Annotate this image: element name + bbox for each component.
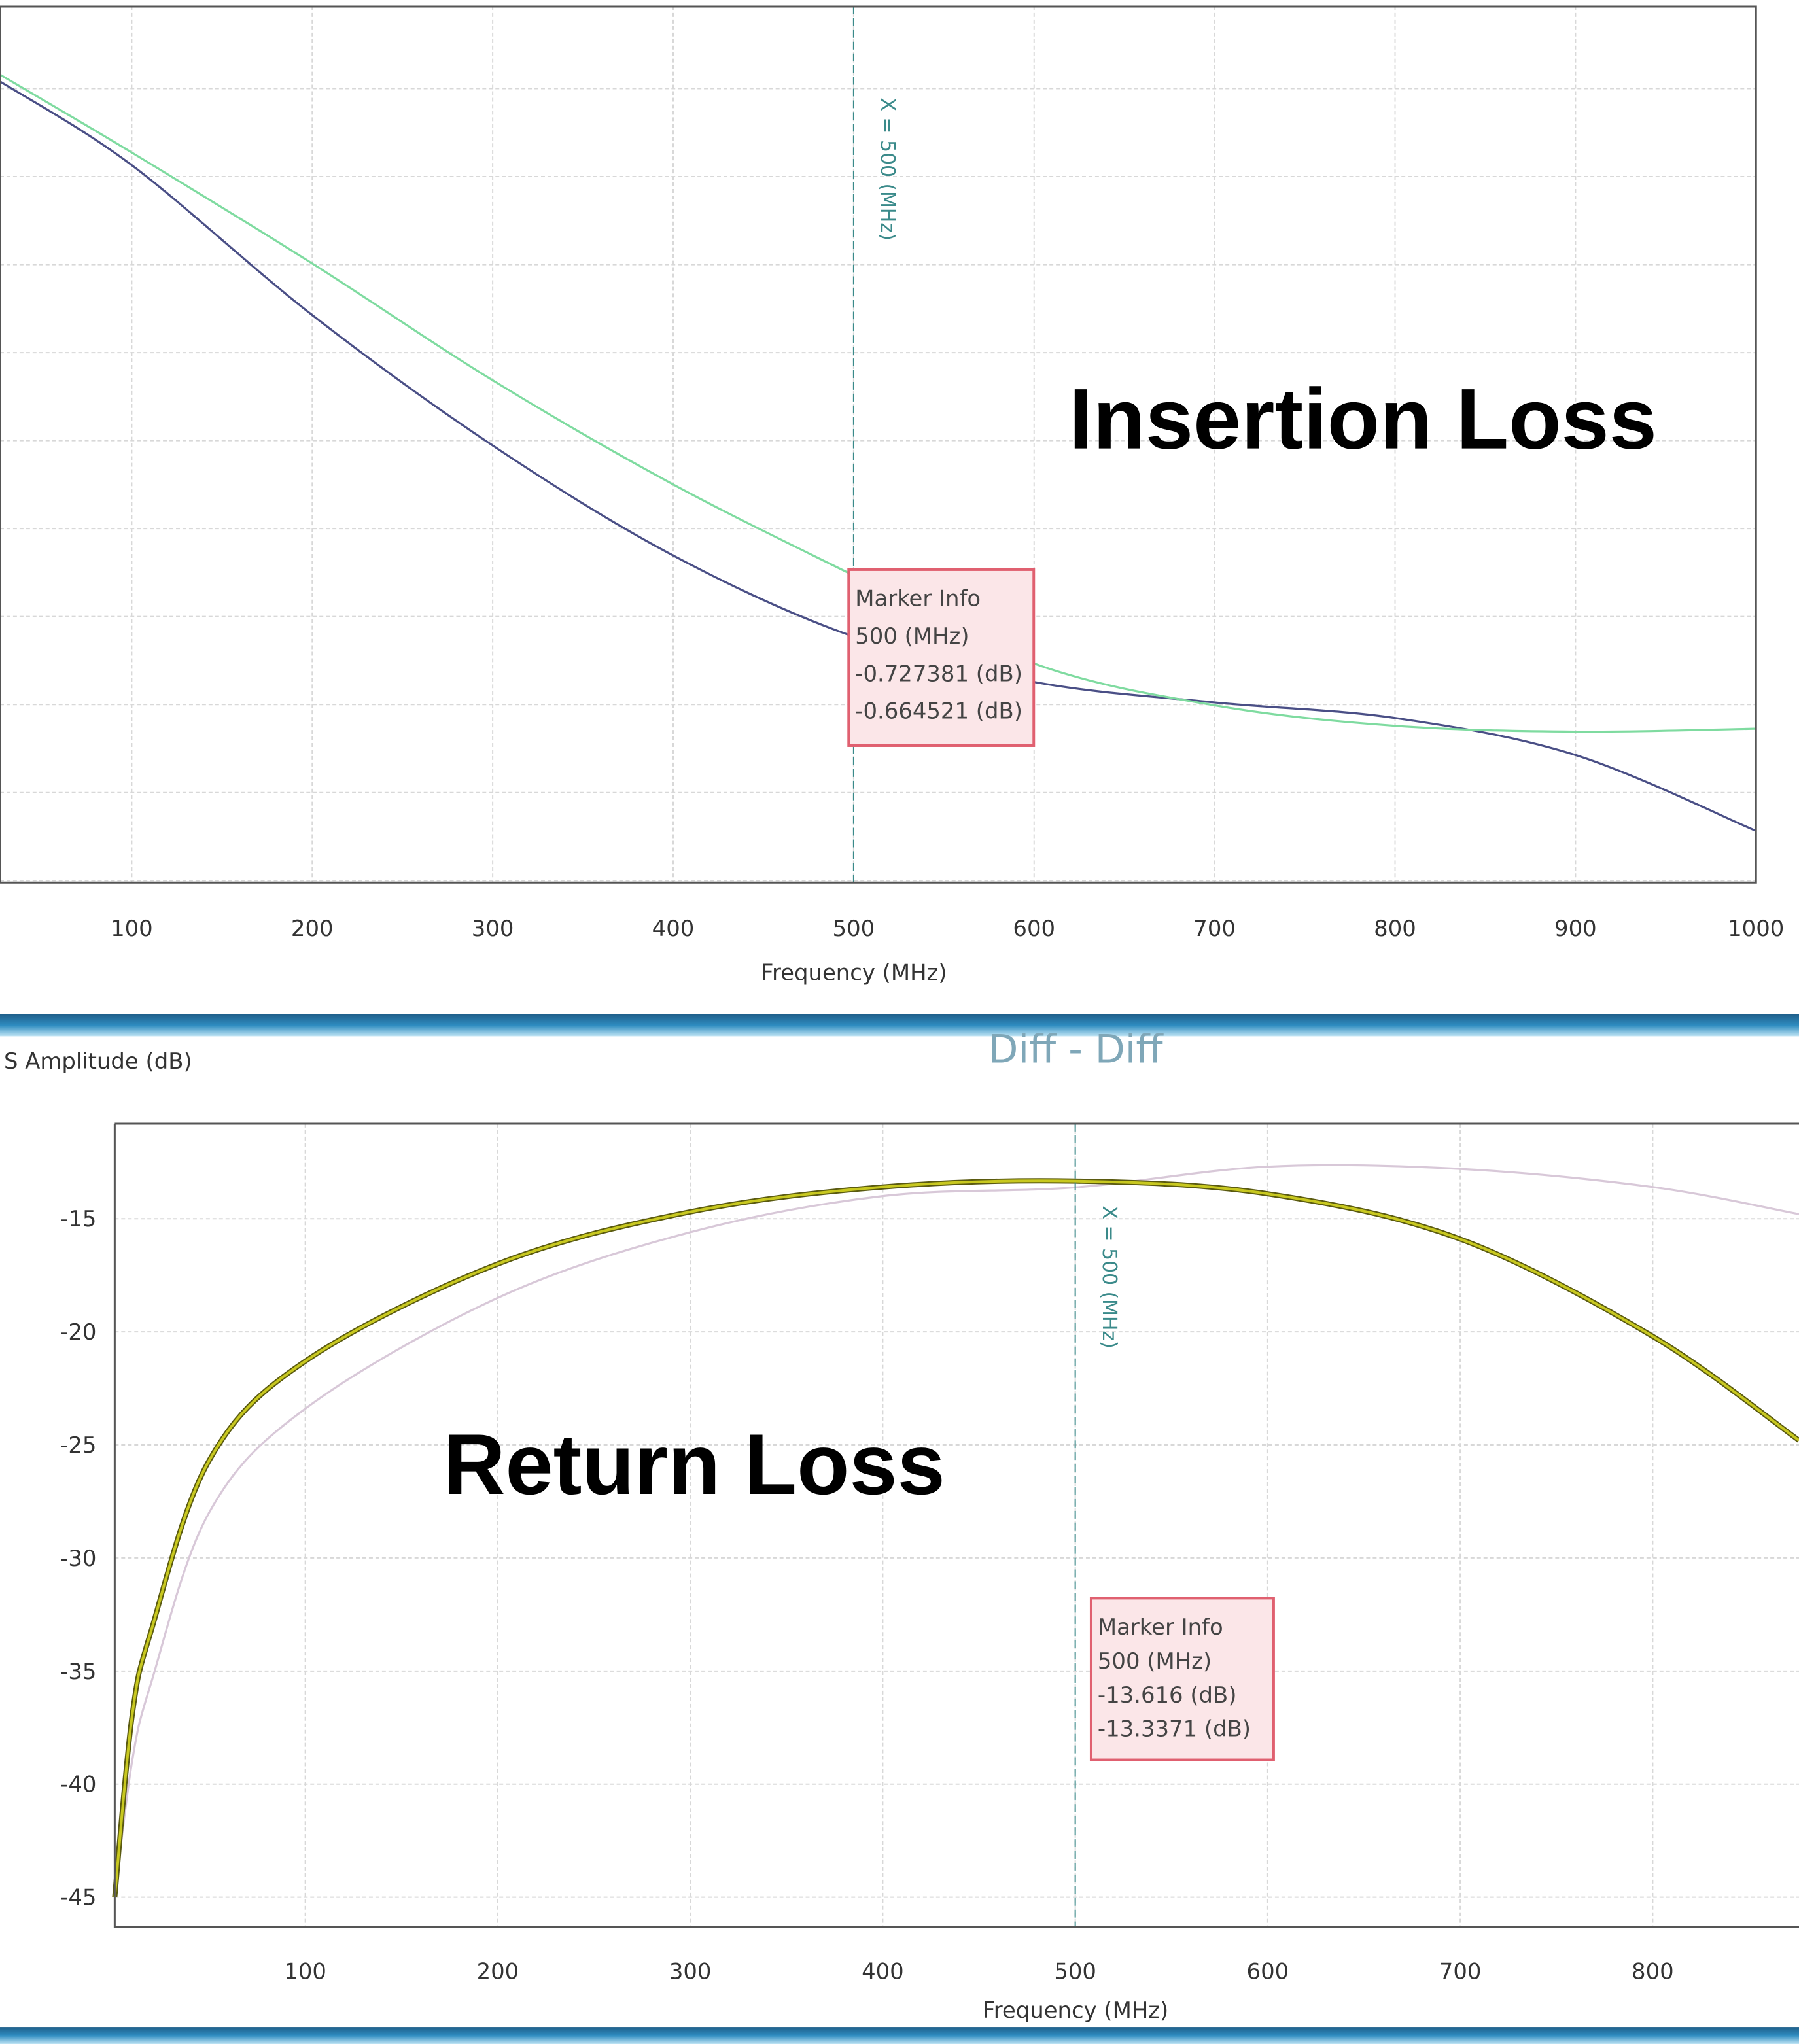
marker-info-line: Marker Info: [855, 586, 981, 612]
y-tick-label: -35: [60, 1659, 96, 1684]
x-axis-label: Frequency (MHz): [761, 960, 947, 986]
marker-info-box: [1089, 1597, 1275, 1761]
marker-info-line: -13.616 (dB): [1098, 1682, 1237, 1708]
y-tick-label: -15: [60, 1206, 96, 1232]
y-tick-label: -45: [60, 1885, 96, 1911]
x-tick-label: 100: [284, 1958, 326, 1984]
window-divider-band: [0, 1014, 1799, 1037]
insertion-loss-title: Insertion Loss: [1069, 371, 1657, 467]
x-tick-label: 300: [472, 916, 514, 941]
series-line: [113, 1164, 1799, 1897]
series-line: [0, 80, 1756, 832]
plot-frame: [0, 5, 1757, 884]
marker-info-line: -13.3371 (dB): [1098, 1716, 1251, 1742]
insertion-loss-chart: 100 200 300 400 500 600 700 800 900 1000 X = 500 (…: [0, 5, 1784, 986]
x-tick-label: 1000: [1728, 916, 1784, 941]
y-tick-label: -25: [60, 1432, 96, 1458]
y-tick-label: -20: [60, 1319, 96, 1345]
x-tick-label: 500: [833, 916, 875, 941]
marker-info-line: -0.727381 (dB): [855, 661, 1022, 686]
series-line: [113, 1179, 1799, 1897]
return-loss-chart: 100 200 300 400 500 600 700 800 -15 -20 -25 -30 -35 -…: [60, 1122, 1799, 2023]
x-tick-label: 200: [477, 1958, 519, 1984]
x-tick-label: 400: [862, 1958, 904, 1984]
x-tick-label: 400: [652, 916, 695, 941]
x-tick-label: 600: [1247, 1958, 1289, 1984]
marker-info-line: 500 (MHz): [855, 623, 969, 649]
marker-info-line: Marker Info: [1098, 1614, 1223, 1640]
return-loss-title: Return Loss: [444, 1416, 945, 1512]
x-axis-label: Frequency (MHz): [983, 1998, 1169, 2023]
marker-x-label: X = 500 (MHz): [876, 97, 899, 240]
y-axis-label: S Amplitude (dB): [4, 1048, 192, 1074]
x-tick-label: 500: [1054, 1958, 1096, 1984]
marker-info-line: 500 (MHz): [1098, 1648, 1212, 1674]
x-tick-label: 800: [1374, 916, 1416, 941]
x-tick-label: 700: [1193, 916, 1236, 941]
x-tick-label: 100: [111, 916, 153, 941]
x-tick-label: 800: [1632, 1958, 1674, 1984]
x-tick-label: 700: [1439, 1958, 1482, 1984]
plot-area: [114, 1123, 1799, 1927]
plot-frame: [113, 1122, 1799, 1928]
y-tick-label: -30: [60, 1546, 96, 1571]
x-tick-label: 600: [1013, 916, 1055, 941]
x-tick-label: 300: [669, 1958, 712, 1984]
marker-info-line: -0.664521 (dB): [855, 699, 1022, 724]
window-bottom-band: [0, 2027, 1799, 2044]
marker-x-label: X = 500 (MHz): [1098, 1206, 1121, 1349]
x-tick-label: 200: [291, 916, 334, 941]
marker-info-box: [847, 568, 1036, 747]
chart-subtitle: Diff - Diff: [988, 1027, 1164, 1072]
y-tick-label: -40: [60, 1772, 96, 1797]
x-tick-label: 900: [1554, 916, 1597, 941]
